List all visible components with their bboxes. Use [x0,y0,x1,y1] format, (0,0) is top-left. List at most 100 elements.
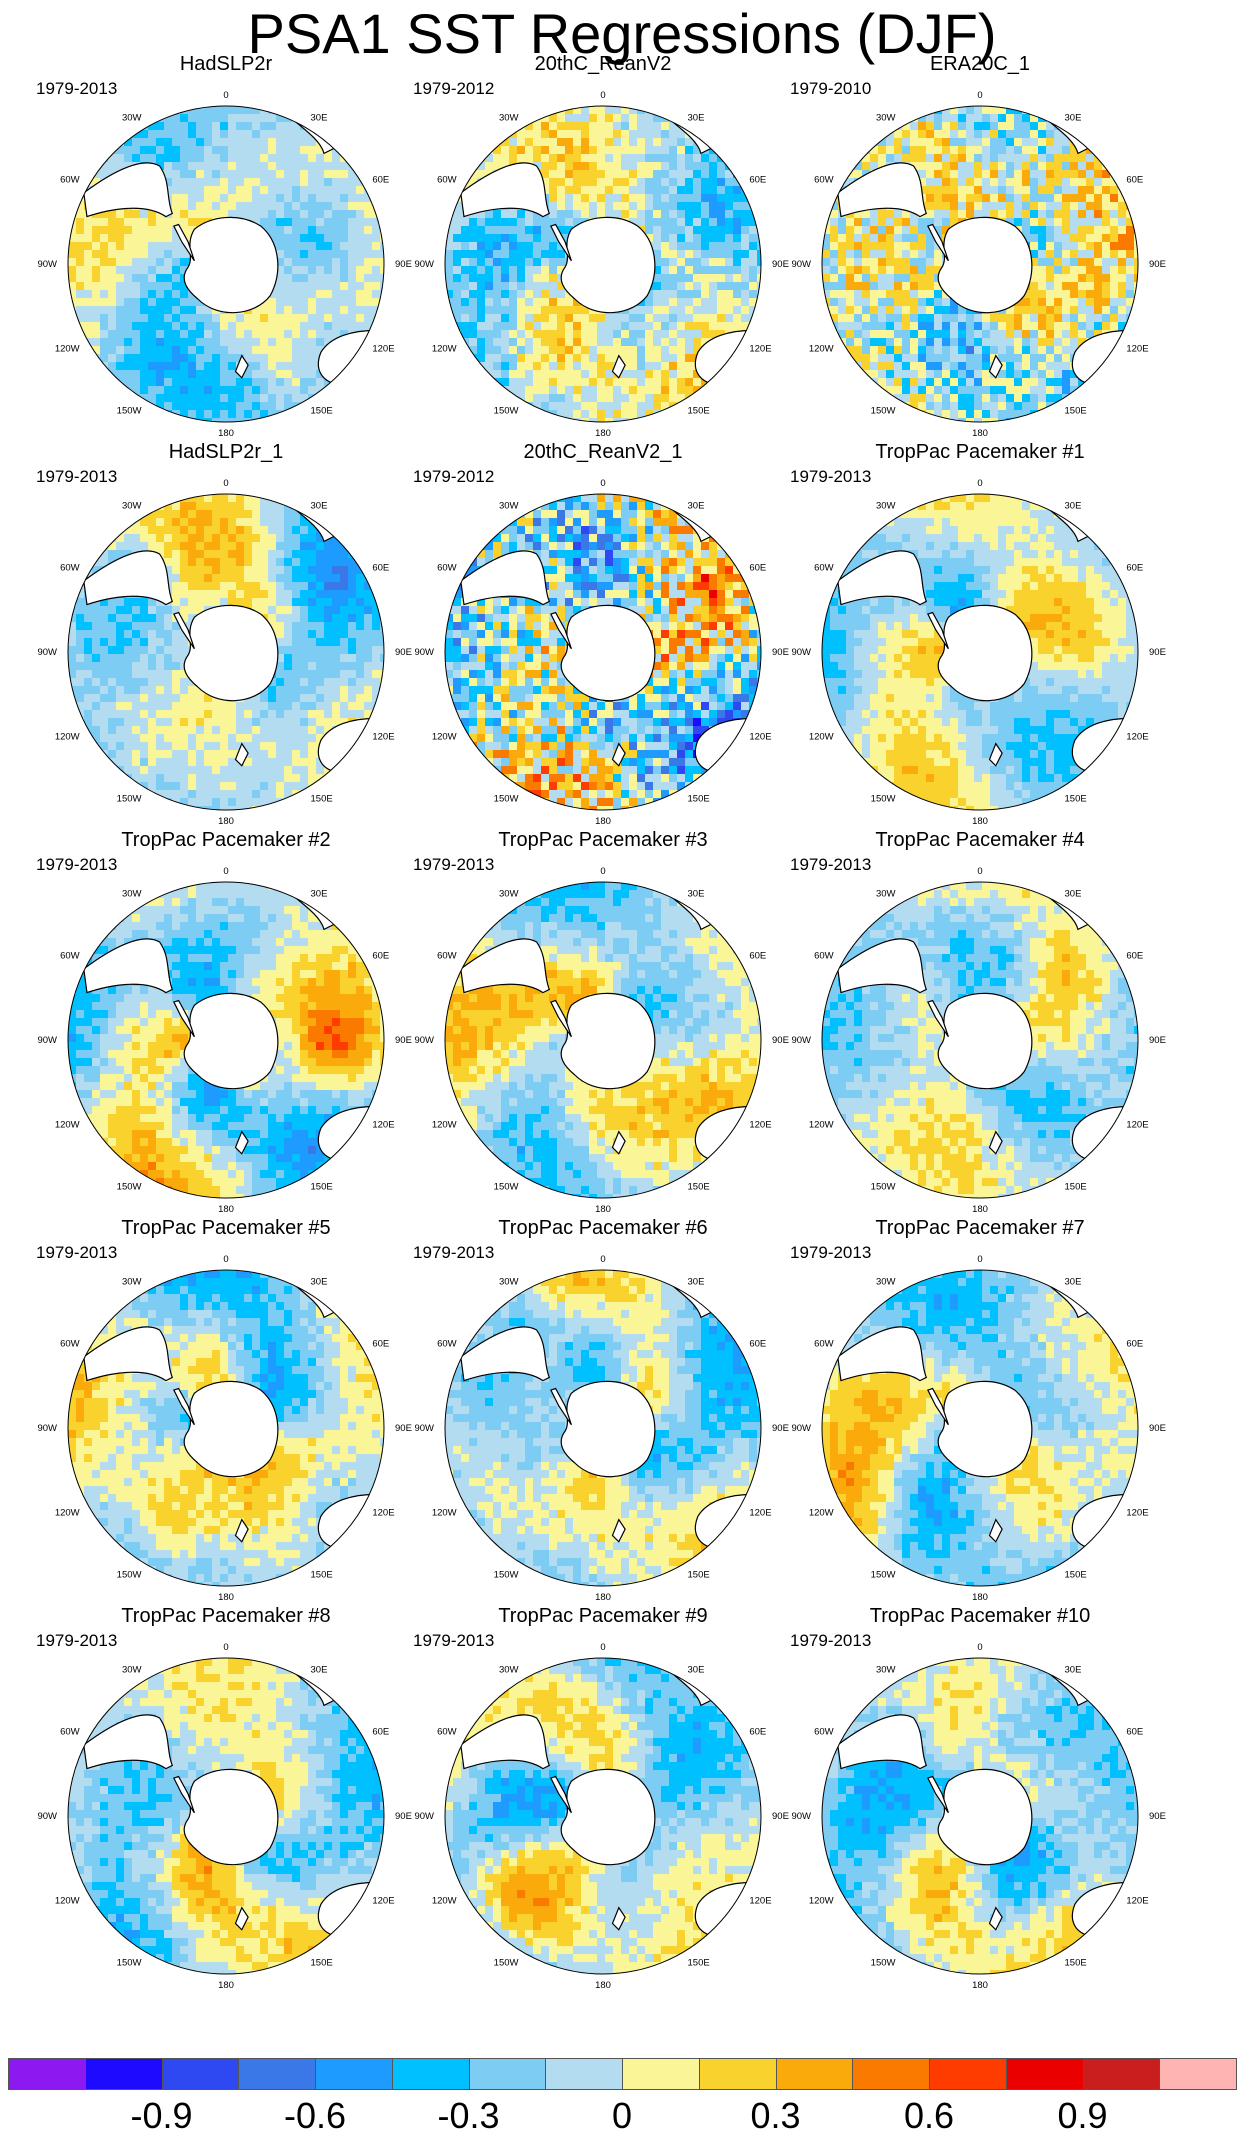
longitude-label: 150W [117,1957,142,1968]
longitude-label: 0 [223,1254,228,1265]
panel-title: HadSLP2r_1 [169,441,284,463]
longitude-label: 0 [600,1254,605,1265]
longitude-label: 150E [688,793,710,804]
longitude-label: 120W [809,1120,834,1131]
longitude-label: 90W [414,1811,434,1822]
land-mass [461,1327,549,1381]
longitude-label: 150E [688,1569,710,1580]
longitude-label: 150E [311,793,333,804]
panel-period: 1979-2013 [790,1631,871,1650]
panel-period: 1979-2013 [413,1243,494,1262]
panel-period: 1979-2013 [36,1243,117,1262]
longitude-label: 30E [1065,113,1082,124]
longitude-label: 30E [688,1277,705,1288]
longitude-label: 150W [871,1957,896,1968]
panel-title: TropPac Pacemaker #10 [870,1605,1090,1627]
longitude-label: 60W [437,563,457,574]
colorbar [8,2058,1236,2094]
colorbar-tick-label: 0.9 [1057,2098,1107,2134]
longitude-label: 30W [876,501,896,512]
land-mass [838,163,926,217]
land-mass [561,993,655,1088]
land-mass [461,551,549,605]
longitude-label: 150W [871,1181,896,1192]
longitude-label: 30W [876,1665,896,1676]
longitude-label: 30W [499,1665,519,1676]
longitude-label: 180 [218,1980,234,1991]
longitude-label: 60W [60,1727,80,1738]
longitude-label: 30W [876,1277,896,1288]
longitude-label: 150E [311,1181,333,1192]
land-mass [561,1769,655,1864]
longitude-label: 0 [977,90,982,101]
panel-title: TropPac Pacemaker #9 [498,1605,707,1627]
panel-title: TropPac Pacemaker #4 [875,829,1084,851]
longitude-label: 30W [122,1277,142,1288]
longitude-label: 30W [876,113,896,124]
land-mass [184,217,278,312]
panel-title: TropPac Pacemaker #3 [498,829,707,851]
longitude-label: 60W [814,1727,834,1738]
longitude-label: 0 [977,478,982,489]
panel-period: 1979-2013 [36,467,117,486]
longitude-label: 120E [1126,1120,1148,1131]
panel-period: 1979-2012 [413,467,494,486]
panel-title: 20thC_ReanV2 [535,53,672,75]
sst-field [445,106,766,427]
panel-period: 1979-2012 [413,79,494,98]
longitude-label: 30E [688,1665,705,1676]
sst-field [445,1658,766,1979]
longitude-label: 90W [791,1035,811,1046]
longitude-label: 30E [688,889,705,900]
longitude-label: 150W [117,1181,142,1192]
longitude-label: 90W [37,1035,57,1046]
land-mass [184,993,278,1088]
sst-field [68,1658,389,1979]
longitude-label: 150E [311,1957,333,1968]
panel-title: 20thC_ReanV2_1 [523,441,682,463]
longitude-label: 90E [1149,259,1166,270]
panel-title: TropPac Pacemaker #2 [121,829,330,851]
land-mass [184,605,278,700]
panel-title: TropPac Pacemaker #5 [121,1217,330,1239]
longitude-label: 60W [814,175,834,186]
longitude-label: 30E [311,1665,328,1676]
longitude-label: 120E [372,344,394,355]
longitude-label: 120E [749,1120,771,1131]
longitude-label: 30E [311,1277,328,1288]
sst-field [445,494,766,815]
land-mass [184,1381,278,1476]
longitude-label: 120W [55,344,80,355]
longitude-label: 120W [809,1896,834,1907]
panel-period: 1979-2013 [790,1243,871,1262]
longitude-label: 60W [437,175,457,186]
land-mass [838,551,926,605]
panel-period: 1979-2013 [790,467,871,486]
panel-title: TropPac Pacemaker #8 [121,1605,330,1627]
land-mass [561,605,655,700]
colorbar-box [238,2058,316,2090]
longitude-label: 150E [688,1957,710,1968]
panel-title: TropPac Pacemaker #7 [875,1217,1084,1239]
sst-field [822,494,1143,815]
longitude-label: 60E [1126,175,1143,186]
longitude-label: 120E [1126,1508,1148,1519]
longitude-label: 60E [372,1339,389,1350]
longitude-label: 150W [871,405,896,416]
longitude-label: 0 [223,90,228,101]
colorbar-tick-label: -0.6 [284,2098,346,2134]
longitude-label: 30E [688,501,705,512]
longitude-label: 120E [1126,344,1148,355]
longitude-label: 90E [1149,1811,1166,1822]
longitude-label: 90W [414,259,434,270]
